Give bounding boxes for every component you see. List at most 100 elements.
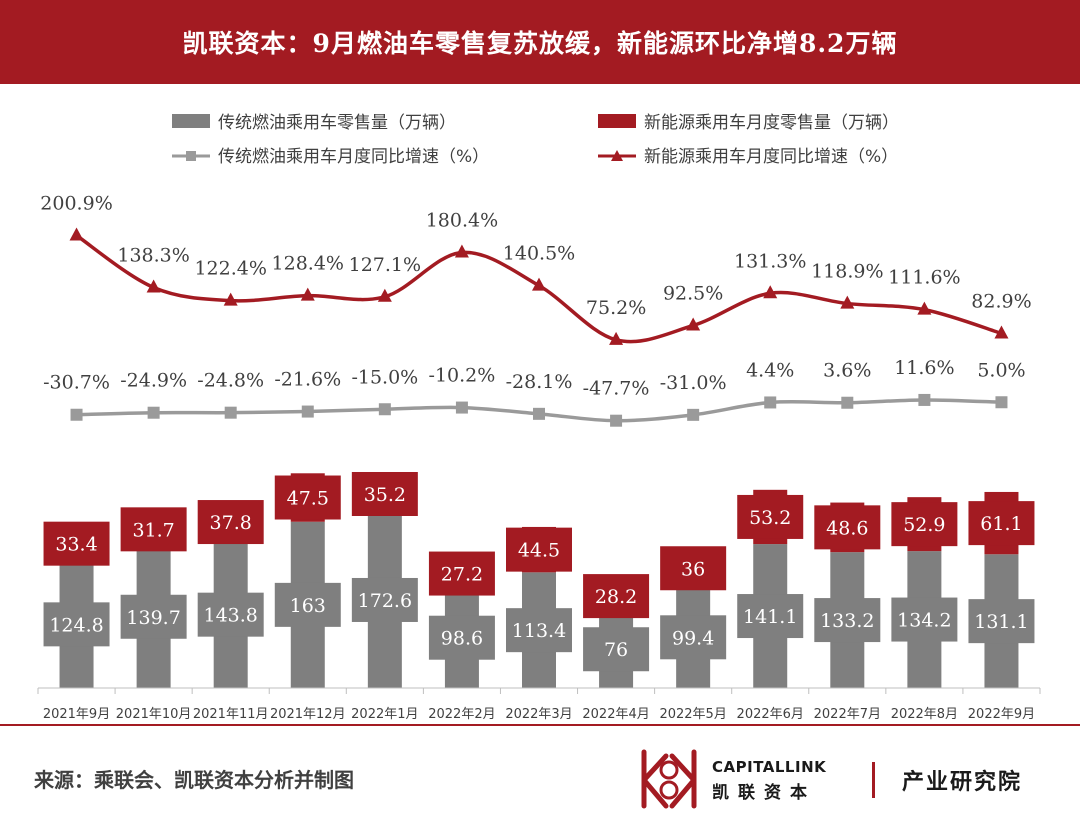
- bar-fuel-label-box-10: [737, 594, 804, 639]
- x-tick-label-13: 2022年9月: [968, 707, 1035, 722]
- source-note: 来源：乘联会、凯联资本分析并制图: [34, 768, 354, 792]
- fuel-yoy-label-8: -47.7%: [583, 378, 650, 400]
- bar-fuel-label-box-6: [428, 615, 495, 660]
- nev-yoy-label-10: 131.3%: [734, 250, 806, 272]
- fuel-yoy-label-13: 5.0%: [977, 359, 1025, 381]
- bar-fuel-value-1: 124.8: [49, 614, 103, 636]
- bar-fuel-value-5: 172.6: [358, 590, 412, 612]
- x-axis: 2021年9月 2021年10月 2021年11月 2021年12月 2022年1月 20…: [37, 687, 1041, 722]
- bar-nev-value-7: 44.5: [518, 540, 560, 562]
- legend-swatch: [172, 114, 210, 128]
- bar-fuel-label-box-2: [120, 594, 187, 639]
- footer-brand-divider: [872, 762, 875, 798]
- bar-fuel-label-box-11: [814, 598, 881, 643]
- fuel-yoy-point-12: [918, 393, 931, 406]
- nev-yoy-label-13: 82.9%: [971, 290, 1031, 312]
- bar-nev-label-box-3: [197, 500, 264, 545]
- bar-nev-value-1: 33.4: [55, 534, 97, 556]
- x-tick-label-3: 2021年11月: [193, 707, 269, 722]
- bar-nev-label-box-2: [120, 507, 187, 552]
- x-tick-label-5: 2022年1月: [351, 707, 418, 722]
- fuel-yoy-label-3: -24.8%: [197, 370, 264, 392]
- fuel-yoy-label-12: 11.6%: [894, 357, 954, 379]
- legend-marker: [611, 150, 623, 161]
- fuel-yoy-point-4: [301, 405, 314, 418]
- legend-item-2: 新能源乘用车月度零售量（万辆）: [598, 113, 899, 133]
- bar-nev-value-11: 48.6: [826, 517, 868, 539]
- nev-yoy-point-3: [223, 292, 238, 306]
- bar-fuel-label-box-5: [351, 577, 418, 622]
- fuel-yoy-point-5: [378, 403, 391, 416]
- bar-nev-value-5: 35.2: [364, 484, 406, 506]
- legend-label: 新能源乘用车月度零售量（万辆）: [644, 113, 899, 133]
- bar-fuel-value-3: 143.8: [203, 605, 257, 627]
- fuel-yoy-point-13: [995, 396, 1008, 409]
- nev-yoy-label-11: 118.9%: [811, 261, 883, 283]
- nev-yoy-point-6: [454, 244, 469, 258]
- x-tick-label-11: 2022年7月: [814, 707, 881, 722]
- bar-nev-label-box-6: [428, 551, 495, 596]
- legend-item-1: 传统燃油乘用车零售量（万辆）: [172, 113, 456, 133]
- legend-swatch: [598, 114, 636, 128]
- bar-nev-label-box-12: [891, 502, 958, 547]
- fuel-yoy-label-9: -31.0%: [660, 372, 727, 394]
- x-tick-label-6: 2022年2月: [428, 707, 495, 722]
- bar-nev-value-10: 53.2: [749, 507, 791, 529]
- nev-yoy-point-5: [377, 288, 392, 302]
- bar-series: 124.8 33.4 139.7 31.7 143.8 37.8 163 47.5 172.6 3…: [43, 471, 1035, 688]
- legend-item-3: 传统燃油乘用车月度同比增速（%）: [172, 147, 489, 167]
- x-tick-label-12: 2022年8月: [891, 707, 958, 722]
- bar-nev-label-box-9: [660, 546, 727, 591]
- bar-fuel-value-6: 98.6: [441, 628, 483, 650]
- bar-fuel-label-box-8: [583, 627, 650, 672]
- bar-fuel-value-2: 139.7: [126, 607, 180, 629]
- nev-yoy-label-12: 111.6%: [888, 267, 960, 289]
- bar-nev-value-12: 52.9: [903, 514, 945, 536]
- nev-yoy-point-9: [686, 317, 701, 331]
- bar-nev-value-8: 28.2: [595, 586, 637, 608]
- nev-yoy-point-1: [69, 227, 84, 241]
- nev-yoy-point-2: [146, 279, 161, 293]
- bar-nev-label-box-10: [737, 494, 804, 539]
- fuel-yoy-point-11: [841, 396, 854, 409]
- bar-nev-label-box-5: [351, 471, 418, 516]
- bar-nev-value-4: 47.5: [287, 488, 329, 510]
- brand-name-cn: 凯联资本: [712, 783, 816, 803]
- bar-nev-label-box-13: [968, 501, 1035, 546]
- bar-fuel-value-9: 99.4: [672, 627, 714, 649]
- fuel-yoy-label-1: -30.7%: [43, 372, 110, 394]
- fuel-yoy-point-1: [70, 408, 83, 421]
- bar-nev-value-13: 61.1: [980, 513, 1022, 535]
- x-tick-label-4: 2021年12月: [270, 707, 346, 722]
- bar-fuel-label-box-3: [197, 592, 264, 637]
- nev-yoy-label-2: 138.3%: [117, 244, 189, 266]
- bar-nev-value-2: 31.7: [132, 519, 174, 541]
- bar-fuel-value-8: 76: [604, 639, 628, 661]
- fuel-yoy-point-3: [224, 406, 237, 419]
- legend-marker: [186, 151, 196, 161]
- fuel-yoy-label-11: 3.6%: [823, 360, 871, 382]
- nev-yoy-label-4: 128.4%: [272, 253, 344, 275]
- legend-item-4: 新能源乘用车月度同比增速（%）: [598, 147, 898, 167]
- brand-name-en: CAPITALLINK: [712, 758, 827, 776]
- x-tick-label-7: 2022年3月: [505, 707, 572, 722]
- x-tick-label-1: 2021年9月: [43, 707, 110, 722]
- x-tick-label-9: 2022年5月: [659, 707, 726, 722]
- nev-yoy-label-6: 180.4%: [426, 210, 498, 232]
- legend-label: 传统燃油乘用车月度同比增速（%）: [218, 147, 489, 167]
- bar-fuel-label-box-9: [660, 615, 727, 660]
- bar-fuel-value-10: 141.1: [743, 606, 797, 628]
- bar-fuel-label-box-12: [891, 597, 958, 642]
- x-tick-label-10: 2022年6月: [737, 707, 804, 722]
- fuel-yoy-label-7: -28.1%: [506, 371, 573, 393]
- fuel-yoy-label-10: 4.4%: [746, 359, 794, 381]
- x-tick-label-2: 2021年10月: [116, 707, 192, 722]
- bar-nev-label-box-4: [274, 475, 341, 520]
- fuel-yoy-point-8: [610, 414, 623, 427]
- nev-yoy-label-9: 92.5%: [663, 282, 723, 304]
- fuel-yoy-label-4: -21.6%: [274, 369, 341, 391]
- bar-fuel-label-box-4: [274, 582, 341, 627]
- fuel-yoy-point-7: [533, 407, 545, 420]
- bar-fuel-value-7: 113.4: [512, 620, 566, 642]
- nev-yoy-point-12: [917, 301, 932, 315]
